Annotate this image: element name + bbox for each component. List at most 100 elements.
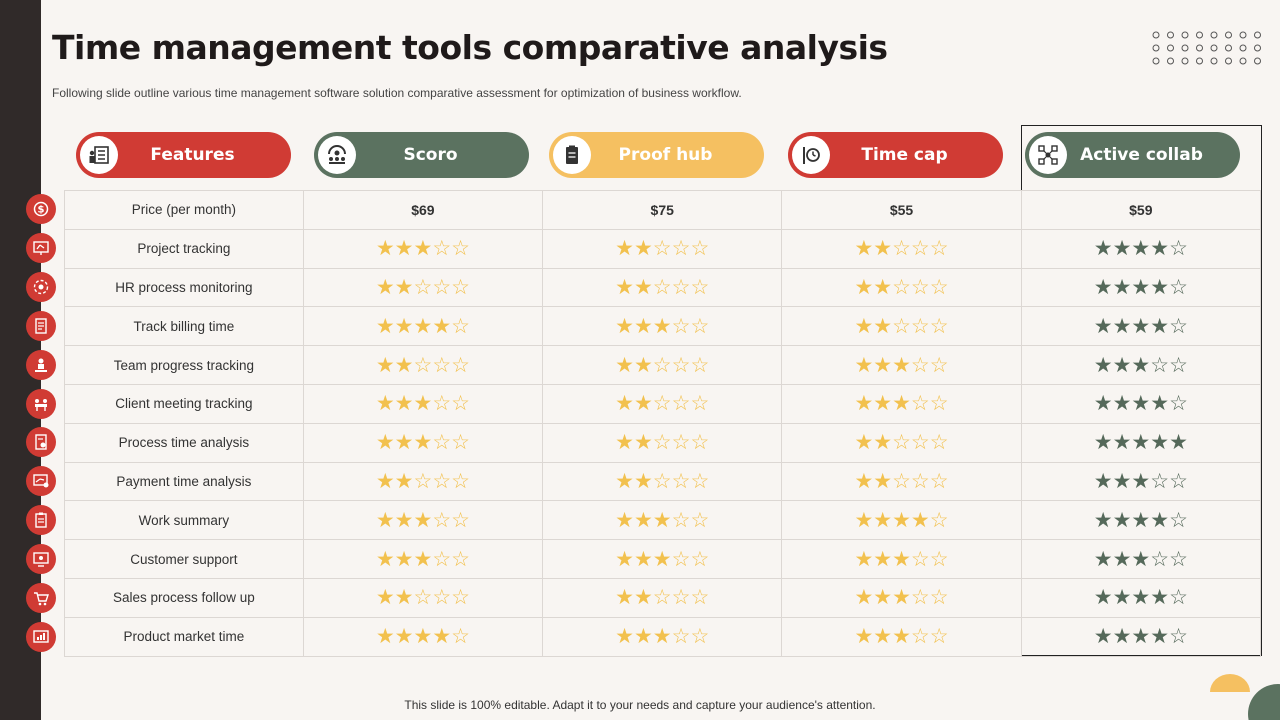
star-rating: ★★★★☆ [1094, 237, 1188, 260]
star-filled-icon: ★ [375, 314, 395, 338]
star-empty-icon: ☆ [690, 625, 710, 649]
sales-cart-icon [26, 583, 56, 613]
star-filled-icon: ★ [375, 431, 395, 455]
star-filled-icon: ★ [633, 625, 653, 649]
star-filled-icon: ★ [1093, 625, 1113, 649]
star-filled-icon: ★ [652, 314, 672, 338]
rating-cell: ★★★☆☆ [781, 616, 1022, 657]
star-rating: ★★★☆☆ [376, 237, 470, 260]
star-filled-icon: ★ [1131, 547, 1151, 571]
star-filled-icon: ★ [394, 469, 414, 493]
star-empty-icon: ☆ [1150, 469, 1170, 493]
rating-cell: ★★★★☆ [1020, 306, 1262, 347]
star-empty-icon: ☆ [910, 431, 930, 455]
rating-cell: ★★☆☆☆ [542, 422, 783, 463]
star-filled-icon: ★ [1112, 547, 1132, 571]
star-rating: ★★☆☆☆ [854, 276, 948, 299]
star-empty-icon: ☆ [690, 431, 710, 455]
rating-cell: ★★★☆☆ [542, 306, 783, 347]
rating-cell: ★★★★☆ [1020, 577, 1262, 618]
star-rating: ★★★☆☆ [854, 354, 948, 377]
rating-cell: ★★★★☆ [302, 306, 544, 347]
star-filled-icon: ★ [1112, 431, 1132, 455]
star-filled-icon: ★ [910, 508, 930, 532]
rating-cell: ★★★☆☆ [1020, 345, 1262, 385]
star-filled-icon: ★ [1093, 237, 1113, 261]
table-row: Client meeting tracking ★★★☆☆ ★★☆☆☆ ★★★☆☆ ★★… [64, 383, 1262, 424]
star-empty-icon: ☆ [929, 586, 949, 610]
star-filled-icon: ★ [854, 547, 874, 571]
star-empty-icon: ☆ [910, 353, 930, 377]
star-filled-icon: ★ [652, 508, 672, 532]
star-empty-icon: ☆ [929, 392, 949, 416]
rating-cell: ★★★☆☆ [1020, 461, 1262, 502]
star-filled-icon: ★ [1131, 431, 1151, 455]
star-empty-icon: ☆ [451, 508, 470, 532]
star-empty-icon: ☆ [432, 586, 452, 610]
rating-cell: ★★☆☆☆ [781, 267, 1022, 308]
star-filled-icon: ★ [873, 508, 893, 532]
clipboard-icon [553, 136, 591, 174]
star-filled-icon: ★ [854, 469, 874, 493]
star-filled-icon: ★ [1131, 353, 1151, 377]
star-filled-icon: ★ [633, 547, 653, 571]
star-filled-icon: ★ [873, 275, 893, 299]
star-rating: ★★☆☆☆ [854, 315, 948, 338]
star-filled-icon: ★ [854, 275, 874, 299]
star-filled-icon: ★ [615, 625, 634, 649]
rating-cell: ★★★☆☆ [781, 383, 1022, 424]
star-filled-icon: ★ [633, 586, 653, 610]
star-filled-icon: ★ [892, 586, 911, 610]
rating-cell: ★★★★☆ [302, 616, 544, 657]
star-empty-icon: ☆ [432, 469, 452, 493]
star-rating: ★★★☆☆ [854, 625, 948, 648]
star-rating: ★★★★☆ [376, 625, 470, 648]
payment-chart-icon [26, 466, 56, 497]
feature-label: Team progress tracking [64, 345, 304, 385]
column-header-label: Features [150, 145, 235, 165]
star-rating: ★★★☆☆ [376, 548, 470, 571]
column-header-label: Proof hub [618, 145, 713, 165]
star-filled-icon: ★ [394, 625, 414, 649]
rating-cell: ★★☆☆☆ [542, 228, 783, 269]
rating-cell: ★★★☆☆ [542, 616, 783, 657]
table-row: HR process monitoring ★★☆☆☆ ★★☆☆☆ ★★☆☆☆ ★★★★… [64, 267, 1262, 308]
billing-document-icon [26, 310, 56, 341]
price-value: $55 [889, 201, 914, 218]
star-rating: ★★★☆☆ [615, 548, 709, 571]
star-rating: ★★★☆☆ [376, 431, 470, 454]
star-filled-icon: ★ [873, 392, 893, 416]
star-filled-icon: ★ [1093, 508, 1113, 532]
star-filled-icon: ★ [854, 586, 874, 610]
star-filled-icon: ★ [633, 469, 653, 493]
rating-cell: ★★★☆☆ [302, 500, 544, 541]
star-filled-icon: ★ [1131, 586, 1151, 610]
rating-cell: ★★★★☆ [781, 500, 1022, 541]
feature-label: Work summary [64, 500, 304, 541]
feature-label: HR process monitoring [64, 267, 304, 308]
table-row: Product market time ★★★★☆ ★★★☆☆ ★★★☆☆ ★★★★☆ [64, 616, 1262, 657]
rating-cell: ★★★★★ [1020, 422, 1262, 463]
star-empty-icon: ☆ [652, 275, 672, 299]
star-filled-icon: ★ [413, 431, 433, 455]
star-filled-icon: ★ [873, 431, 893, 455]
star-empty-icon: ☆ [929, 469, 949, 493]
star-empty-icon: ☆ [1169, 237, 1188, 261]
star-empty-icon: ☆ [690, 508, 710, 532]
star-filled-icon: ★ [873, 314, 893, 338]
star-filled-icon: ★ [1150, 508, 1170, 532]
rating-cell: ★★☆☆☆ [302, 345, 544, 385]
decorative-dots [1152, 30, 1262, 70]
rating-cell: ★★★☆☆ [781, 345, 1022, 385]
star-empty-icon: ☆ [690, 469, 710, 493]
star-empty-icon: ☆ [892, 237, 911, 261]
rating-cell: ★★☆☆☆ [302, 267, 544, 308]
star-rating: ★★★★☆ [1094, 625, 1188, 648]
star-filled-icon: ★ [1131, 237, 1151, 261]
star-empty-icon: ☆ [413, 353, 433, 377]
star-empty-icon: ☆ [652, 392, 672, 416]
star-filled-icon: ★ [394, 508, 414, 532]
star-rating: ★★★☆☆ [615, 625, 709, 648]
star-rating: ★★☆☆☆ [376, 354, 470, 377]
star-filled-icon: ★ [413, 392, 433, 416]
